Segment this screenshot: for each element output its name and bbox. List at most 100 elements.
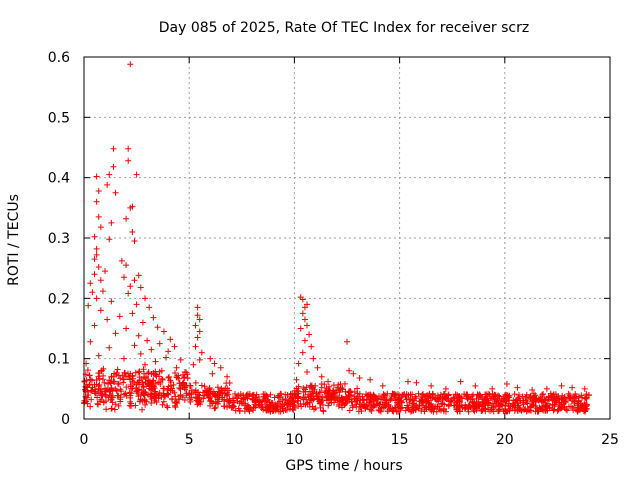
noise-point — [462, 405, 469, 412]
noise-point — [172, 393, 179, 400]
noise-point — [346, 407, 353, 414]
chart-title: Day 085 of 2025, Rate Of TEC Index for r… — [159, 20, 529, 36]
noise-point — [226, 387, 233, 394]
data-point — [102, 268, 109, 275]
noise-point — [230, 399, 237, 406]
data-point — [165, 348, 172, 355]
noise-point — [232, 390, 239, 397]
noise-point — [535, 407, 542, 414]
noise-point — [161, 385, 168, 392]
noise-point — [382, 396, 389, 403]
data-point — [379, 382, 386, 389]
data-point — [181, 368, 188, 375]
noise-point — [445, 391, 452, 398]
data-point — [123, 325, 130, 332]
noise-point — [177, 386, 184, 393]
data-point — [304, 301, 311, 308]
noise-point — [156, 389, 163, 396]
noise-point — [295, 397, 302, 404]
data-point — [116, 313, 123, 320]
noise-point — [120, 379, 127, 386]
data-point — [125, 145, 132, 152]
x-tick-label: 20 — [496, 432, 514, 448]
data-point — [91, 233, 98, 240]
data-point — [127, 283, 134, 290]
noise-point — [108, 405, 115, 412]
noise-point — [504, 408, 511, 415]
noise-point — [212, 404, 219, 411]
data-point — [135, 332, 142, 339]
data-point — [367, 376, 374, 383]
noise-point — [226, 380, 233, 387]
noise-point — [490, 403, 497, 410]
data-point — [93, 173, 100, 180]
data-point — [137, 284, 144, 291]
noise-point — [364, 402, 371, 409]
data-point — [150, 314, 157, 321]
noise-point — [286, 405, 293, 412]
noise-point — [291, 399, 298, 406]
data-point — [299, 349, 306, 356]
noise-point — [356, 403, 363, 410]
noise-point — [142, 379, 149, 386]
noise-point — [544, 400, 551, 407]
data-point — [99, 288, 106, 295]
noise-point — [267, 408, 274, 415]
noise-point — [136, 368, 143, 375]
noise-point — [495, 397, 502, 404]
noise-point — [543, 403, 550, 410]
noise-point — [575, 404, 582, 411]
noise-point — [211, 405, 218, 412]
noise-point — [495, 406, 502, 413]
noise-point — [152, 394, 159, 401]
noise-point — [526, 394, 533, 401]
noise-point — [89, 387, 96, 394]
noise-point — [396, 407, 403, 414]
noise-point — [502, 401, 509, 408]
data-point — [211, 360, 218, 367]
noise-point — [349, 404, 356, 411]
data-point — [472, 382, 479, 389]
noise-point — [207, 402, 214, 409]
x-axis-label: GPS time / hours — [285, 458, 402, 474]
noise-point — [108, 385, 115, 392]
y-tick-labels: 0 0.1 0.2 0.3 0.4 0.5 0.6 — [48, 50, 70, 428]
data-point — [146, 304, 153, 311]
noise-point — [532, 392, 539, 399]
data-point — [93, 245, 100, 252]
data-point — [198, 349, 205, 356]
noise-point — [300, 394, 307, 401]
data-point — [93, 198, 100, 205]
noise-point — [316, 398, 323, 405]
data-point — [529, 387, 536, 394]
noise-point — [165, 373, 172, 380]
noise-point — [313, 392, 320, 399]
noise-point — [412, 393, 419, 400]
x-tick-label: 0 — [80, 432, 89, 448]
data-point — [310, 355, 317, 362]
noise-point — [141, 392, 148, 399]
data-point — [95, 213, 102, 220]
noise-point — [422, 404, 429, 411]
noise-point — [550, 407, 557, 414]
data-point — [224, 373, 231, 380]
noise-point — [106, 392, 113, 399]
data-point — [489, 385, 496, 392]
noise-point — [493, 400, 500, 407]
noise-point — [352, 398, 359, 405]
y-tick-label: 0 — [61, 412, 70, 428]
noise-point — [583, 401, 590, 408]
data-point — [346, 367, 353, 374]
data-point — [91, 256, 98, 263]
data-point — [209, 370, 216, 377]
noise-point — [396, 394, 403, 401]
noise-point — [115, 392, 122, 399]
noise-point — [139, 406, 146, 413]
noise-point — [142, 373, 149, 380]
y-tick-label: 0.6 — [48, 50, 70, 66]
data-point — [558, 382, 565, 389]
noise-point — [145, 369, 152, 376]
noise-point — [507, 403, 514, 410]
noise-point — [384, 408, 391, 415]
noise-point — [511, 391, 518, 398]
